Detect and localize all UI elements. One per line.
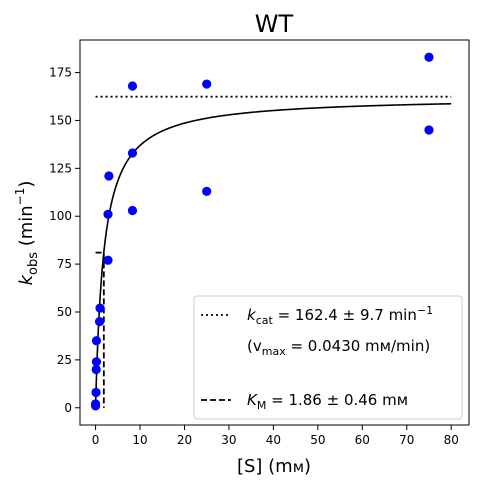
y-label-close: ) [16,181,37,188]
data-point [424,125,434,135]
y-tick-label: 0 [64,401,72,415]
x-tick-label: 60 [355,433,370,447]
x-tick-label: 10 [132,433,147,447]
y-label-unit: (min [16,205,37,246]
chart-title: WT [255,10,294,38]
km-marker-line [95,251,105,408]
y-axis-label: kobs (min−1) [13,181,41,286]
y-label-sup: −1 [13,188,27,206]
legend-vmax-text: = 0.0430 mм/min) [286,337,430,355]
legend-kcat-sup: −1 [417,304,433,317]
legend-vmax-open: (v [247,337,262,355]
data-point [91,336,102,346]
legend-km-prefix: K [247,391,258,409]
data-point [104,171,114,181]
data-point [127,205,138,216]
y-tick-label: 125 [49,161,72,175]
legend-km-text: = 1.86 ± 0.46 mм [266,391,408,409]
legend-box [193,295,463,420]
x-tick-label: 50 [310,433,325,447]
x-axis-label: [S] (mм) [237,456,311,477]
x-tick-label: 20 [177,433,192,447]
y-tick-label: 175 [49,66,72,80]
x-tick-label: 80 [444,433,459,447]
legend-vmax-sub: max [262,345,286,358]
data-point [202,79,212,89]
svg-text:kobs (min−1): kobs (min−1) [13,181,41,286]
legend-kcat-text: = 162.4 ± 9.7 min [273,306,417,324]
data-point [91,364,101,375]
y-label-k: k [16,273,37,285]
tick-layer: 0 10 20 30 40 50 60 70 80 0 25 50 75 100 125 150 175 [49,66,459,447]
legend: kcat = 162.4 ± 9.7 min−1 (vmax = 0.0430 … [193,295,463,420]
data-point [127,81,138,91]
plot-layer [90,52,452,411]
fit-curve [94,102,452,408]
data-point [91,357,102,367]
x-label-close: ) [304,456,311,477]
y-tick-label: 100 [49,209,72,223]
legend-kcat-entry: kcat = 162.4 ± 9.7 min−1 [247,304,433,327]
plot-frame [79,39,470,426]
data-point [202,186,212,196]
legend-km-sub: M [257,399,267,412]
x-tick-label: 30 [221,433,236,447]
x-label-main: [S] (m [237,456,293,477]
data-point [127,148,138,158]
data-point [91,387,101,398]
data-point [103,255,113,265]
legend-kcat-sub: cat [256,314,274,327]
x-label-unit: м [293,458,304,476]
data-point [95,303,105,313]
y-tick-label: 150 [49,113,72,127]
legend-km-entry: KM = 1.86 ± 0.46 mм [247,391,408,412]
x-tick-label: 0 [92,433,100,447]
y-tick-label: 25 [57,353,72,367]
data-point [94,316,105,327]
legend-kcat-prefix: k [247,306,257,324]
y-label-sub: obs [26,252,41,275]
x-tick-label: 70 [399,433,414,447]
y-tick-label: 75 [57,257,72,271]
legend-vmax-entry: (vmax = 0.0430 mм/min) [247,337,430,358]
y-tick-label: 50 [57,305,72,319]
x-tick-label: 40 [266,433,281,447]
data-point [90,399,101,409]
data-point [103,209,113,219]
data-point [424,52,434,62]
